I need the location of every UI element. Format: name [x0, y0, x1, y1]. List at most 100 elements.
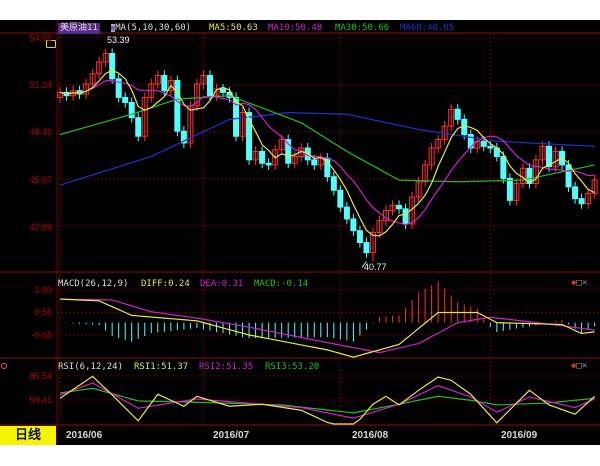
- candle-up: [154, 74, 161, 85]
- candle-down: [161, 74, 168, 92]
- rsi-params: RSI(6,12,24): [58, 362, 124, 372]
- candle-down: [396, 204, 403, 210]
- ma10-value: MA10:50.48: [268, 23, 323, 33]
- candle-up: [422, 164, 429, 183]
- candle-down: [128, 101, 135, 119]
- candle-up: [291, 155, 298, 164]
- candle-up: [272, 149, 279, 166]
- candle-up: [239, 112, 246, 137]
- rsi-tick: 50.41: [29, 395, 52, 405]
- close-icon[interactable]: ✕: [581, 361, 588, 371]
- candle-down: [285, 139, 292, 164]
- rsi-tick: 86.54: [29, 371, 52, 381]
- candle-down: [578, 198, 585, 205]
- diamond-icon[interactable]: ◆: [571, 278, 577, 288]
- candle-down: [356, 230, 363, 244]
- dea-line: [59, 298, 595, 354]
- ma-params-label: MA(5,10,30,60): [115, 23, 192, 33]
- candle-up: [448, 108, 455, 127]
- price-tick: 42.89: [29, 222, 52, 232]
- date-tick: 2016/06: [66, 430, 103, 441]
- candle-up: [428, 147, 435, 166]
- macd-pane-controls: ◆□✕: [571, 278, 587, 288]
- symbol-label[interactable]: 美原油11: [58, 23, 100, 34]
- candle-down: [546, 145, 552, 168]
- candle-down: [480, 140, 487, 147]
- candle-up: [141, 96, 148, 137]
- rsi1-line: [59, 375, 596, 425]
- chart-canvas: [0, 20, 600, 445]
- candle-up: [435, 139, 442, 149]
- candle-up: [369, 231, 376, 254]
- candle-down: [487, 145, 494, 149]
- candle-up: [89, 73, 96, 85]
- ma5-value: MA5:50.63: [209, 23, 258, 33]
- candle-up: [532, 159, 539, 184]
- candle-down: [174, 80, 181, 132]
- candle-down: [500, 155, 507, 179]
- candle-up: [102, 53, 109, 63]
- stock-chart: 美原油11 ▦MA(5,10,30,60) MA5:50.63 MA10:50.…: [0, 20, 600, 445]
- candle-down: [206, 74, 213, 97]
- candle-up: [252, 150, 259, 161]
- settings-dot-icon[interactable]: [1, 363, 7, 369]
- price-tick: 51.24: [29, 80, 52, 90]
- candle-down: [572, 186, 579, 200]
- candle-down: [337, 189, 344, 208]
- ma30-value: MA30:50.66: [335, 23, 390, 33]
- candle-down: [122, 96, 129, 103]
- candle-up: [96, 61, 103, 75]
- candle-down: [109, 53, 116, 80]
- candle-down: [265, 162, 272, 166]
- candle-down: [246, 112, 253, 161]
- diamond-icon[interactable]: ◆: [571, 361, 577, 371]
- candle-up: [193, 83, 200, 107]
- maximize-icon[interactable]: □: [576, 361, 582, 371]
- macd-tick: -0.68: [31, 330, 52, 340]
- candle-down: [233, 96, 240, 137]
- candle-down: [180, 130, 187, 144]
- price-tick: 48.46: [29, 127, 52, 137]
- candle-up: [278, 139, 285, 151]
- candle-up: [591, 179, 598, 195]
- ma10-line: [59, 79, 595, 226]
- macd-dea-value: DEA:0.31: [200, 279, 244, 289]
- candle-up: [200, 74, 207, 85]
- candle-up: [539, 145, 546, 161]
- candle-down: [402, 208, 409, 225]
- macd-params: MACD(26,12,9): [58, 279, 129, 289]
- candle-up: [83, 83, 90, 95]
- candle-down: [363, 242, 370, 254]
- date-tick: 2016/08: [352, 430, 389, 441]
- ma-settings-icon[interactable]: ▦: [111, 24, 116, 32]
- ma5-line: [59, 69, 595, 237]
- rsi1-value: RSI1:51.37: [134, 362, 189, 372]
- candle-down: [259, 150, 266, 164]
- candle-up: [415, 181, 422, 198]
- candle-down: [454, 108, 461, 120]
- macd-tick: 0.56: [34, 307, 52, 317]
- date-tick: 2016/07: [213, 430, 250, 441]
- macd-diff-value: DIFF:0.24: [141, 279, 190, 289]
- rsi2-value: RSI2:51.35: [199, 362, 254, 372]
- diff-line: [59, 298, 595, 358]
- ma60-value: MA60:48.85: [400, 23, 455, 33]
- candle-up: [552, 150, 559, 168]
- rsi3-line: [59, 387, 595, 414]
- expand-icon[interactable]: [46, 40, 56, 48]
- candle-down: [350, 218, 357, 232]
- close-icon[interactable]: ✕: [581, 278, 588, 288]
- period-button[interactable]: 日线: [0, 426, 56, 445]
- candle-up: [167, 80, 174, 92]
- rsi3-value: RSI3:53.20: [265, 362, 320, 372]
- high-annotation: 53.39: [107, 35, 130, 45]
- candle-up: [389, 204, 396, 211]
- candle-down: [343, 206, 350, 220]
- maximize-icon[interactable]: □: [576, 278, 582, 288]
- candle-down: [565, 164, 572, 188]
- price-tick: 54.02: [29, 33, 52, 43]
- candle-up: [376, 220, 383, 233]
- candle-up: [513, 182, 520, 201]
- candle-down: [506, 177, 513, 201]
- candle-down: [330, 176, 337, 191]
